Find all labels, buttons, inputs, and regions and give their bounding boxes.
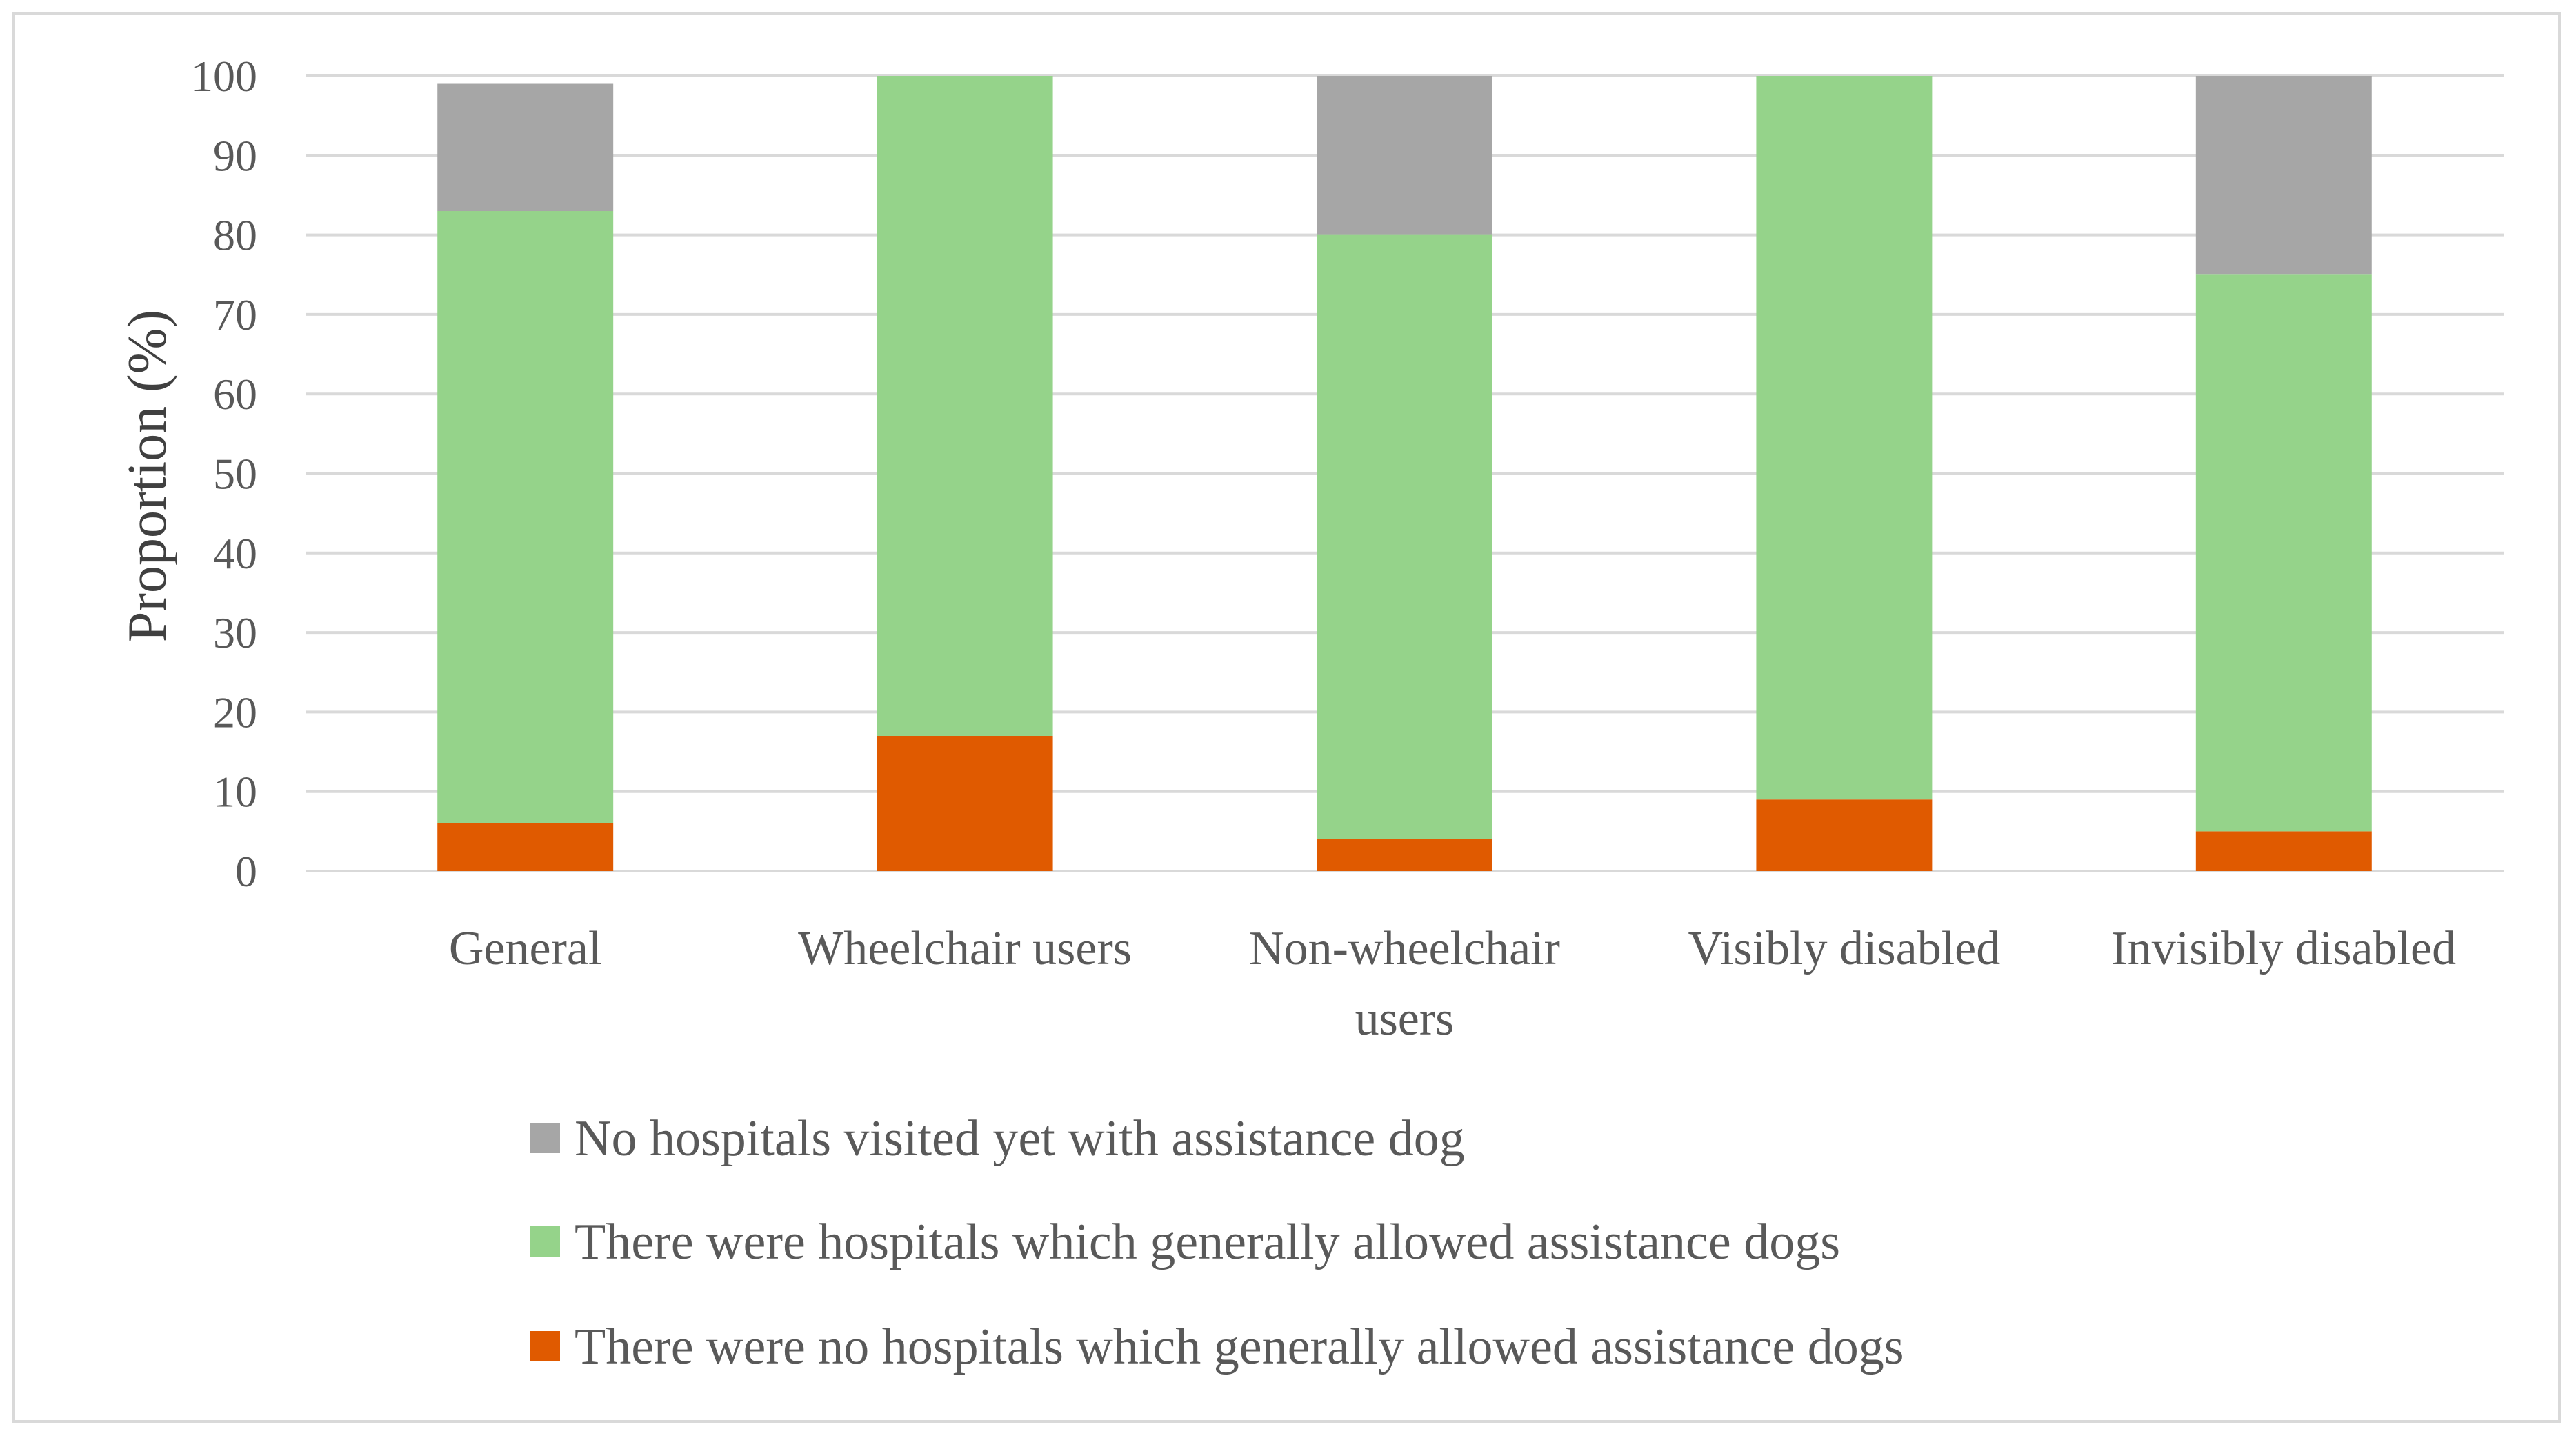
y-tick-80: 80: [213, 211, 257, 260]
category-label-line: Wheelchair users: [798, 922, 1132, 975]
category-labels: General Wheelchair users Non-wheelchair use…: [449, 922, 2456, 1046]
y-tick-0: 0: [235, 847, 257, 896]
bar-segment-2-0: [1317, 839, 1492, 871]
legend: No hospitals visited yet with assistance…: [530, 1110, 1904, 1375]
category-label-3: Visibly disabled: [1688, 922, 2001, 975]
y-tick-10: 10: [213, 768, 257, 817]
bar-segment-2-2: [1317, 76, 1492, 235]
chart-frame: [12, 12, 2561, 1423]
category-label-line: General: [449, 922, 602, 975]
legend-swatch-1: [530, 1226, 560, 1257]
y-tick-40: 40: [213, 529, 257, 578]
category-label-2: Non-wheelchair users: [1249, 922, 1560, 1046]
legend-swatch-0: [530, 1331, 560, 1361]
category-label-0: General: [449, 922, 602, 975]
y-axis-title: Proportion (%): [117, 310, 178, 642]
category-label-line: Invisibly disabled: [2111, 922, 2456, 975]
category-label-line: Non-wheelchair: [1249, 922, 1560, 975]
category-label-line: users: [1355, 992, 1455, 1046]
legend-swatch-2: [530, 1123, 560, 1153]
legend-label-0: There were no hospitals which generally …: [575, 1319, 1904, 1375]
bar-segment-1-1: [877, 76, 1053, 736]
y-tick-70: 70: [213, 290, 257, 339]
category-label-4: Invisibly disabled: [2111, 922, 2456, 975]
bar-segment-3-0: [1756, 799, 1933, 871]
bars: [437, 76, 2372, 871]
bar-segment-4-1: [2195, 274, 2372, 832]
bar-segment-4-2: [2195, 76, 2372, 275]
bar-segment-0-2: [437, 83, 614, 212]
category-label-1: Wheelchair users: [798, 922, 1132, 975]
y-tick-50: 50: [213, 450, 257, 499]
bar-segment-0-0: [437, 823, 614, 871]
y-tick-20: 20: [213, 688, 257, 737]
bar-segment-4-0: [2195, 831, 2372, 871]
y-tick-30: 30: [213, 608, 257, 657]
y-tick-90: 90: [213, 131, 257, 180]
y-tick-100: 100: [191, 52, 257, 101]
legend-label-2: No hospitals visited yet with assistance…: [575, 1110, 1465, 1167]
bar-segment-2-1: [1317, 234, 1492, 839]
y-tick-labels: 0 10 20 30 40 50 60 70 80 90 100: [191, 52, 257, 896]
category-label-line: Visibly disabled: [1688, 922, 2001, 975]
bar-segment-1-0: [877, 735, 1053, 871]
bar-segment-3-1: [1756, 76, 1933, 800]
bar-segment-0-1: [437, 211, 614, 823]
y-tick-60: 60: [213, 370, 257, 419]
legend-label-1: There were hospitals which generally all…: [575, 1214, 1840, 1270]
